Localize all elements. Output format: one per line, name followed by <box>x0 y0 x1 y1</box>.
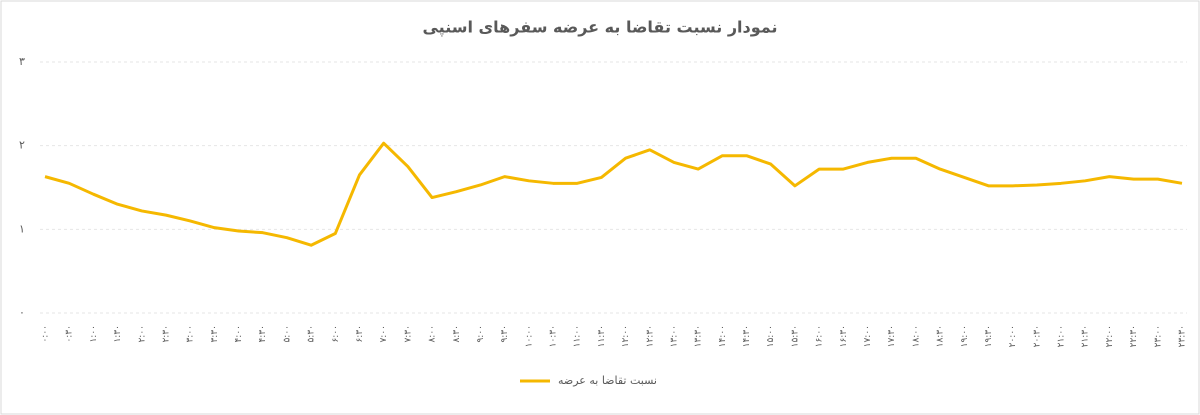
x-tick-label: ۲۳:۰۰ <box>1153 325 1163 347</box>
x-tick-label: ۴:۰۰ <box>234 325 244 343</box>
x-tick-label: ۵:۰۰ <box>282 325 292 343</box>
x-tick-label: ۴:۳۰ <box>258 325 268 343</box>
x-tick-label: ۲۳:۳۰ <box>1178 325 1188 347</box>
x-tick-label: ۱۹:۳۰ <box>984 325 994 347</box>
x-tick-label: ۱۵:۳۰ <box>790 325 800 347</box>
x-tick-label: ۹:۰۰ <box>476 325 486 343</box>
y-tick-label: ۰ <box>19 306 25 319</box>
line <box>44 141 1183 247</box>
x-tick-label: ۱۰:۳۰ <box>549 325 559 347</box>
x-tick-label: ۶:۰۰ <box>331 325 341 343</box>
x-tick-label: ۱۹:۰۰ <box>960 325 970 347</box>
x-tick-label: ۱۶:۳۰ <box>839 325 849 347</box>
x-tick-label: ۱۳:۳۰ <box>694 325 704 347</box>
x-tick-label: ۲۲:۳۰ <box>1129 325 1139 347</box>
x-tick-label: ۲:۰۰ <box>137 325 147 343</box>
legend-label: نسبت تقاضا به عرضه <box>558 374 657 387</box>
x-tick-label: ۱۱:۰۰ <box>573 325 583 347</box>
x-tick-label: ۱:۰۰ <box>89 325 99 343</box>
x-tick-label: ۰:۳۰ <box>65 325 75 343</box>
x-tick-label: ۱۳:۰۰ <box>669 325 679 347</box>
x-tick-label: ۲۲:۰۰ <box>1105 325 1115 347</box>
x-tick-label: ۱۸:۳۰ <box>936 325 946 347</box>
x-tick-label: ۷:۳۰ <box>403 325 413 343</box>
x-tick-label: ۱۴:۳۰ <box>742 325 752 347</box>
x-tick-label: ۹:۳۰ <box>500 325 510 343</box>
x-tick-label: ۸:۳۰ <box>452 325 462 343</box>
x-tick-label: ۸:۰۰ <box>428 325 438 343</box>
x-tick-label: ۱:۳۰ <box>113 325 123 343</box>
x-tick-label: ۲۰:۳۰ <box>1032 325 1042 347</box>
y-tick-label: ۲ <box>19 139 25 152</box>
x-tick-label: ۱۸:۰۰ <box>911 325 921 347</box>
x-tick-label: ۱۴:۰۰ <box>718 325 728 347</box>
chart-title: نمودار نسبت تقاضا به عرضه سفرهای اسنپی <box>422 18 777 38</box>
x-tick-label: ۲:۳۰ <box>161 325 171 343</box>
x-tick-label: ۲۱:۳۰ <box>1081 325 1091 347</box>
x-tick-label: ۲۰:۰۰ <box>1008 325 1018 347</box>
y-tick-label: ۱ <box>19 222 25 235</box>
x-tick-label: ۲۱:۰۰ <box>1057 325 1067 347</box>
x-tick-label: ۳:۰۰ <box>186 325 196 343</box>
x-tick-label: ۱۱:۳۰ <box>597 325 607 347</box>
x-tick-label: ۰:۰۰ <box>41 325 51 343</box>
x-tick-label: ۱۷:۰۰ <box>863 325 873 347</box>
x-tick-label: ۱۶:۰۰ <box>815 325 825 347</box>
x-tick-label: ۳:۳۰ <box>210 325 220 343</box>
x-tick-label: ۱۰:۰۰ <box>524 325 534 347</box>
x-tick-label: ۷:۰۰ <box>379 325 389 343</box>
x-tick-label: ۱۲:۰۰ <box>621 325 631 347</box>
x-tick-label: ۱۵:۰۰ <box>766 325 776 347</box>
x-tick-label: ۱۲:۳۰ <box>645 325 655 347</box>
y-tick-label: ۳ <box>19 55 25 68</box>
x-tick-label: ۵:۳۰ <box>307 325 317 343</box>
x-tick-label: ۱۷:۳۰ <box>887 325 897 347</box>
x-tick-label: ۶:۳۰ <box>355 325 365 343</box>
